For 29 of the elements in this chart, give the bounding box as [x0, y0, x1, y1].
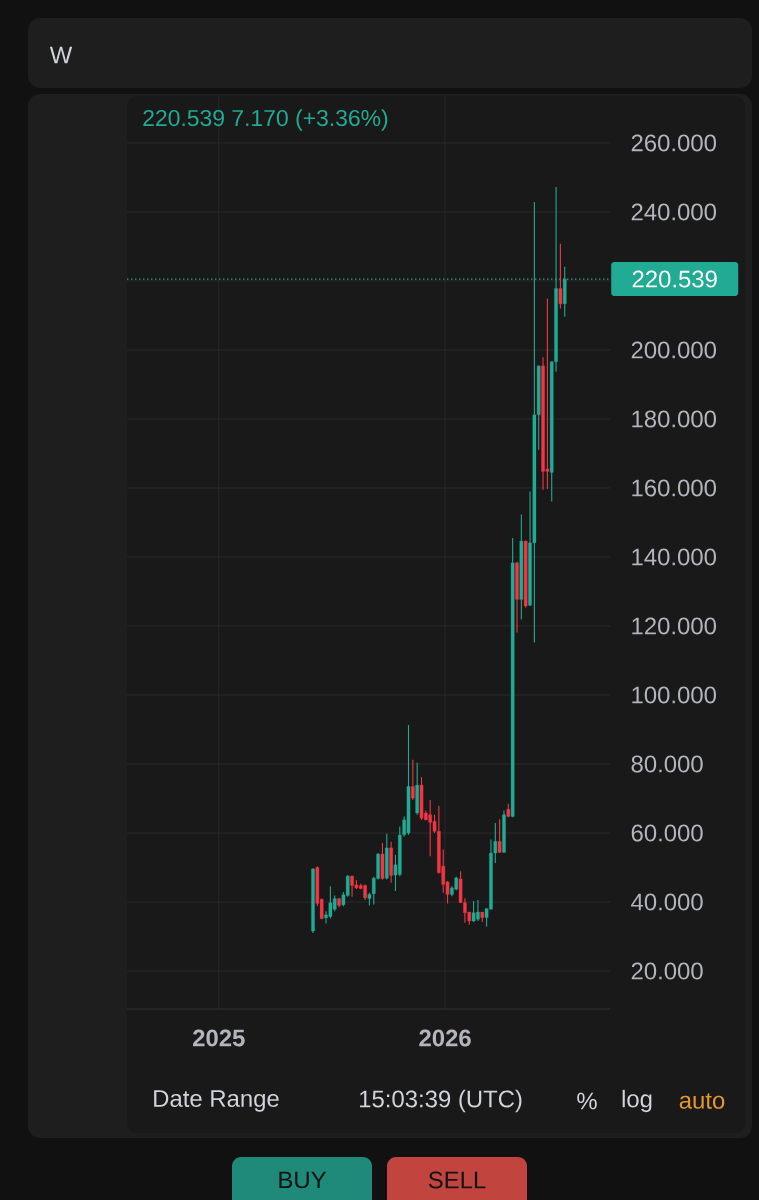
candlestick: [497, 818, 502, 854]
text: %: [577, 1092, 597, 1110]
text: BUY: [279, 1171, 327, 1189]
y-tick-label: 240.000: [631, 203, 716, 221]
y-tick-label: 260.000: [631, 134, 716, 152]
text: auto: [679, 1093, 725, 1109]
x-tick-label: 2025: [193, 1029, 245, 1047]
y-tick-label: 200.000: [631, 341, 716, 359]
text: Date Range: [154, 1090, 279, 1112]
text: W: [49, 46, 73, 64]
y-tick-label: 180.000: [632, 410, 716, 428]
annotation: 220.539 7.170 (+3.36%): [143, 109, 388, 131]
candlestick: [558, 243, 563, 310]
candlestick: [411, 759, 415, 801]
y-tick-label: 120.000: [632, 617, 716, 635]
text: SELL: [428, 1171, 486, 1189]
x-tick-label: 2026: [419, 1029, 471, 1047]
text: 15:03:39 (UTC): [360, 1089, 522, 1113]
y-tick-label: 60.000: [631, 824, 703, 842]
y-tick-label: 20.000: [631, 962, 703, 980]
y-tick-label: 160.000: [632, 479, 716, 497]
text: log: [622, 1089, 652, 1113]
candlestick: [328, 885, 333, 920]
candlestick: [545, 297, 550, 490]
y-tick-label: 140.000: [632, 548, 716, 566]
ref-line-label: 220.539: [632, 270, 717, 288]
y-tick-label: 40.000: [631, 893, 703, 911]
y-tick-label: 100.000: [632, 686, 716, 704]
y-tick-label: 80.000: [631, 755, 703, 773]
